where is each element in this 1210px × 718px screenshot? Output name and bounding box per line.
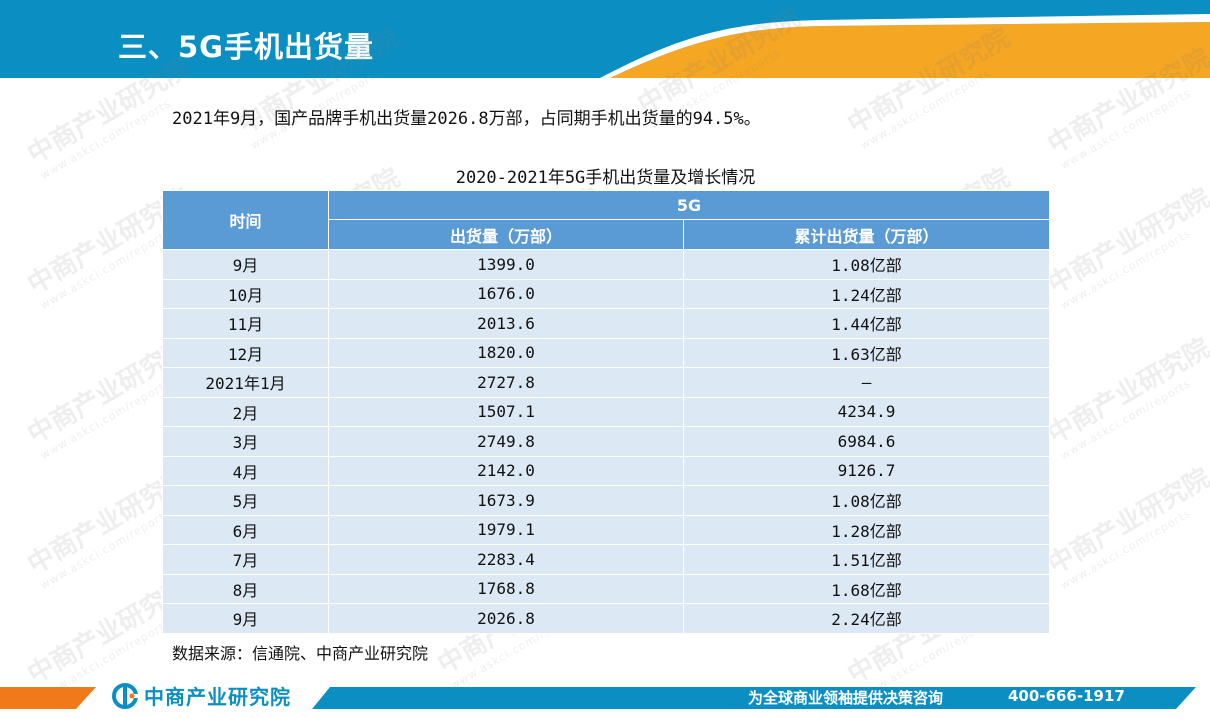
logo-text: 中商产业研究院 [144,685,291,709]
cell-cumulative: 4234.9 [682,396,1051,427]
footer-logo: 中商产业研究院 [112,681,291,710]
cell-cumulative: 1.44亿部 [682,308,1051,339]
cell-shipments: 2283.4 [328,544,684,575]
table-row: 12月 1820.0 1.63亿部 [162,337,1051,368]
cell-time: 10月 [162,278,329,309]
cell-time: 11月 [162,308,329,339]
data-source-note: 数据来源：信通院、中商产业研究院 [172,644,429,663]
cell-shipments: 1820.0 [328,337,684,368]
cell-time: 3月 [162,426,329,457]
table-row: 4月 2142.0 9126.7 [162,455,1051,486]
cell-shipments: 2026.8 [328,603,684,634]
table-row: 2021年1月 2727.8– [162,367,1051,398]
table-row: 9月 1399.0 1.08亿部 [162,249,1051,280]
col-header-time: 时间 [162,190,329,250]
cell-cumulative: 1.63亿部 [682,337,1051,368]
cell-shipments: 2142.0 [328,455,684,486]
table-row: 7月 2283.4 1.51亿部 [162,544,1051,575]
cell-time: 4月 [162,455,329,486]
col-header-shipments: 出货量（万部） [328,219,684,250]
cell-time: 9月 [162,249,329,280]
footer-phone: 400-666-1917 [1008,687,1125,705]
cell-shipments: 1673.9 [328,485,684,516]
cell-shipments: 1507.1 [328,396,684,427]
cell-cumulative: 1.08亿部 [682,485,1051,516]
cell-time: 12月 [162,337,329,368]
cell-time: 2021年1月 [162,367,329,398]
cell-cumulative: – [682,367,1051,398]
cell-cumulative: 1.68亿部 [682,573,1051,604]
table-row: 3月 2749.8 6984.6 [162,426,1051,457]
cell-cumulative: 1.08亿部 [682,249,1051,280]
col-header-cumulative: 累计出货量（万部） [682,219,1051,250]
intro-text: 2021年9月，国产品牌手机出货量2026.8万部，占同期手机出货量的94.5%… [172,109,761,129]
table-row: 11月 2013.6 1.44亿部 [162,308,1051,339]
logo-icon [112,682,138,709]
cell-time: 5月 [162,485,329,516]
cell-time: 8月 [162,573,329,604]
footer-slogan: 为全球商业领袖提供决策咨询 [748,689,944,707]
cell-cumulative: 1.24亿部 [682,278,1051,309]
footer-bar [0,687,1196,709]
cell-shipments: 2727.8 [328,367,684,398]
cell-cumulative: 1.51亿部 [682,544,1051,575]
cell-shipments: 2013.6 [328,308,684,339]
cell-cumulative: 2.24亿部 [682,603,1051,634]
cell-shipments: 1676.0 [328,278,684,309]
cell-shipments: 1399.0 [328,249,684,280]
cell-shipments: 2749.8 [328,426,684,457]
cell-shipments: 1979.1 [328,514,684,545]
cell-cumulative: 6984.6 [682,426,1051,457]
table-row: 8月 1768.8 1.68亿部 [162,573,1051,604]
header-bar: 三、5G手机出货量 [0,0,1210,78]
cell-time: 9月 [162,603,329,634]
table-row: 6月 1979.1 1.28亿部 [162,514,1051,545]
page-title: 三、5G手机出货量 [118,30,374,64]
cell-shipments: 1768.8 [328,573,684,604]
table-title: 2020-2021年5G手机出货量及增长情况 [455,168,756,188]
shipment-table: 时间 5G 出货量（万部） 累计出货量（万部） 9月 1399.0 1.08亿部 1… [162,190,1051,634]
cell-cumulative: 1.28亿部 [682,514,1051,545]
cell-cumulative: 9126.7 [682,455,1051,486]
cell-time: 6月 [162,514,329,545]
table-row: 9月 2026.8 2.24亿部 [162,603,1051,634]
table-row: 10月 1676.0 1.24亿部 [162,278,1051,309]
table-row: 5月 1673.9 1.08亿部 [162,485,1051,516]
header-accent-shape [600,14,1210,78]
cell-time: 7月 [162,544,329,575]
table-row: 2月 1507.1 4234.9 [162,396,1051,427]
col-group-5g: 5G [327,190,1051,220]
cell-time: 2月 [162,396,329,427]
